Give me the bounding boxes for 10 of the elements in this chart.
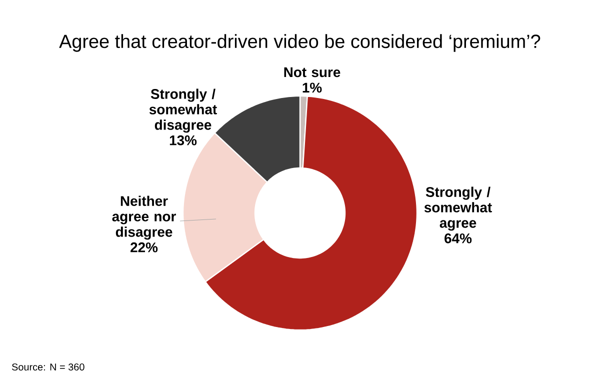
data-label: 22% [130,242,158,252]
slice-label: Neither agree nor disagree [112,196,176,240]
data-label: 1% [302,82,322,93]
slice-label: Not sure [284,67,340,78]
chart-title: Agree that creator-driven video be considered ‘premium’? [59,34,540,52]
data-label: 13% [170,135,197,146]
source-note: Source: N = 360 [12,363,84,371]
slice-label: Strongly / somewhat agree [424,186,492,231]
data-label: 64% [444,233,472,244]
slice-label: Strongly / somewhat disagree [149,88,217,133]
